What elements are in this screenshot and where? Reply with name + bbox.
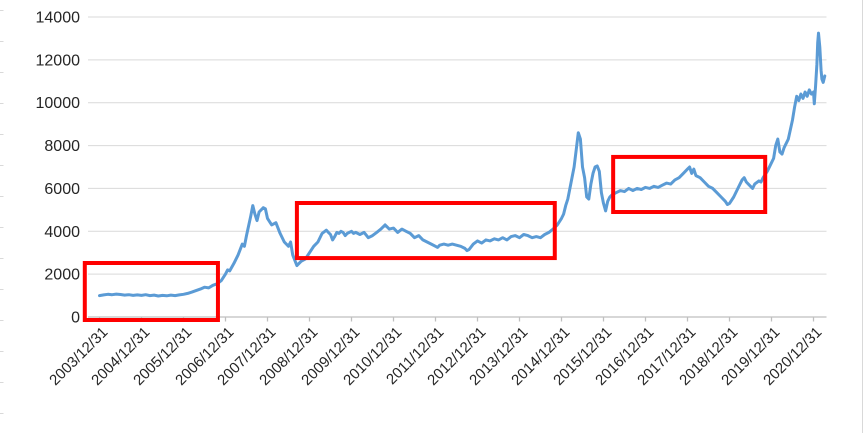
y-axis-tick-label: 6000 — [44, 181, 80, 198]
highlight-box — [611, 154, 768, 215]
y-axis-tick-label: 14000 — [36, 10, 81, 27]
y-axis-tick-label: 0 — [71, 310, 80, 327]
y-axis-tick-label: 2000 — [44, 267, 80, 284]
y-axis-tick-label: 8000 — [44, 138, 80, 155]
series-line-index-value — [98, 31, 827, 298]
highlight-box — [294, 201, 557, 261]
y-axis-tick-label: 10000 — [36, 95, 81, 112]
highlight-box — [82, 261, 220, 322]
y-axis-tick-label: 4000 — [44, 224, 80, 241]
y-axis-tick-label: 12000 — [36, 52, 81, 69]
